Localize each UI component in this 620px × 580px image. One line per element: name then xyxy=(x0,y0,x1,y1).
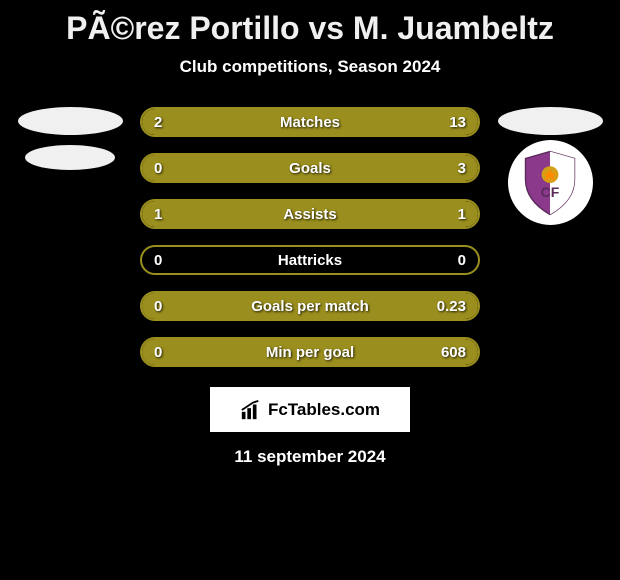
date-text: 11 september 2024 xyxy=(0,447,620,467)
branding-text: FcTables.com xyxy=(268,400,380,420)
stat-bar: 2 Matches 13 xyxy=(140,107,480,137)
stat-label: Hattricks xyxy=(278,252,342,269)
stat-value-left: 1 xyxy=(154,206,162,223)
stat-label: Goals xyxy=(289,160,331,177)
stat-bar: 1 Assists 1 xyxy=(140,199,480,229)
subtitle: Club competitions, Season 2024 xyxy=(0,57,620,77)
stat-bar: 0 Hattricks 0 xyxy=(140,245,480,275)
page-title: PÃ©rez Portillo vs M. Juambeltz xyxy=(0,10,620,47)
stat-value-right: 608 xyxy=(441,344,466,361)
stat-value-left: 0 xyxy=(154,344,162,361)
stat-value-left: 0 xyxy=(154,252,162,269)
stat-label: Goals per match xyxy=(251,298,369,315)
content-area: 2 Matches 13 0 Goals 3 1 Assists 1 0 Hattricks 0 0 Go… xyxy=(0,107,620,367)
stat-fill-left xyxy=(142,109,186,135)
stat-bar: 0 Goals per match 0.23 xyxy=(140,291,480,321)
right-player-col: CF xyxy=(495,107,605,225)
stat-value-left: 0 xyxy=(154,160,162,177)
right-player-avatar xyxy=(498,107,603,135)
stat-label: Min per goal xyxy=(266,344,354,361)
stat-value-right: 3 xyxy=(458,160,466,177)
left-player-avatar-1 xyxy=(18,107,123,135)
left-player-col xyxy=(15,107,125,170)
stat-label: Matches xyxy=(280,114,340,131)
comparison-container: PÃ©rez Portillo vs M. Juambeltz Club com… xyxy=(0,0,620,477)
stat-value-right: 0.23 xyxy=(437,298,466,315)
branding-box[interactable]: FcTables.com xyxy=(210,387,410,432)
stat-bar: 0 Goals 3 xyxy=(140,153,480,183)
stats-column: 2 Matches 13 0 Goals 3 1 Assists 1 0 Hattricks 0 0 Go… xyxy=(140,107,480,367)
stat-value-left: 2 xyxy=(154,114,162,131)
left-player-avatar-2 xyxy=(25,145,115,170)
right-team-badge: CF xyxy=(508,140,593,225)
shield-icon: CF xyxy=(515,148,585,218)
chart-icon xyxy=(240,399,262,421)
stat-value-right: 1 xyxy=(458,206,466,223)
stat-value-right: 0 xyxy=(458,252,466,269)
stat-label: Assists xyxy=(283,206,336,223)
stat-value-right: 13 xyxy=(449,114,466,131)
stat-bar: 0 Min per goal 608 xyxy=(140,337,480,367)
stat-value-left: 0 xyxy=(154,298,162,315)
svg-text:CF: CF xyxy=(541,184,560,200)
